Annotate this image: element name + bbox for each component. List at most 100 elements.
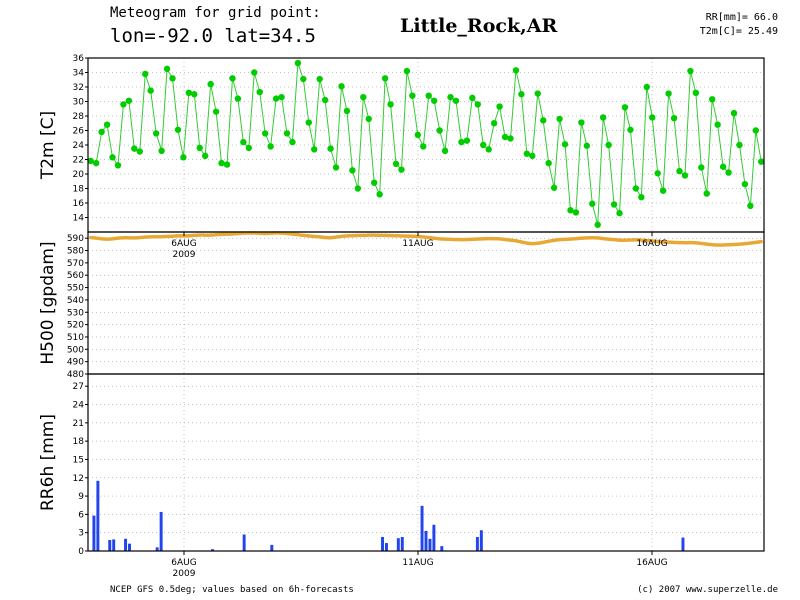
temperature-point	[420, 143, 427, 150]
precip-bar	[400, 536, 404, 551]
temperature-point	[425, 92, 432, 99]
x-year-label: 2009	[173, 569, 196, 579]
temperature-point	[561, 141, 569, 148]
temperature-point	[719, 163, 727, 170]
temperature-point	[616, 209, 623, 217]
y-tick-label: 6	[78, 510, 84, 520]
temperature-point	[272, 95, 280, 102]
temperature-point	[300, 75, 307, 83]
temperature-point	[654, 170, 661, 177]
temperature-point	[398, 166, 405, 173]
precip-bar	[242, 534, 246, 551]
temperature-point	[191, 91, 198, 98]
temperature-point	[392, 160, 400, 168]
temperature-point	[185, 89, 193, 97]
rr-summary: RR[mm]= 66.0	[705, 12, 778, 23]
temperature-point	[430, 97, 438, 104]
temperature-point	[381, 75, 389, 82]
temperature-point	[458, 138, 465, 146]
temperature-point	[103, 121, 111, 128]
temperature-point	[136, 148, 143, 155]
temperature-point	[327, 145, 334, 152]
precip-bar	[159, 511, 163, 551]
x-tick-label: 16AUG	[636, 558, 667, 568]
temperature-point	[305, 119, 312, 126]
data-source-note: NCEP GFS 0.5deg; values based on 6h-fore…	[110, 585, 354, 595]
temperature-point	[229, 75, 236, 82]
temperature-point	[436, 127, 443, 134]
y-tick-label: 21	[73, 419, 84, 429]
y-tick-label: 0	[78, 547, 84, 557]
temperature-line	[90, 62, 762, 225]
temperature-point	[725, 169, 732, 176]
temperature-point	[540, 117, 547, 124]
temperature-point	[632, 185, 640, 192]
precip-bar	[381, 536, 384, 551]
x-tick-label: 16AUG	[636, 239, 667, 249]
y-tick-label: 520	[67, 321, 84, 331]
y-tick-label: 24	[73, 141, 85, 151]
temperature-point	[316, 75, 323, 83]
temperature-point	[142, 70, 149, 78]
temperature-point	[627, 126, 634, 133]
precip-bar	[92, 515, 96, 551]
precip-bar	[396, 538, 400, 551]
temperature-point	[109, 154, 116, 161]
temperature-point	[414, 131, 422, 139]
t2m-summary: T2m[C]= 25.49	[699, 26, 778, 37]
temperature-point	[567, 207, 574, 214]
temperature-point	[490, 120, 498, 127]
x-tick-label: 11AUG	[402, 239, 433, 249]
y-tick-label: 560	[67, 271, 84, 281]
y-tick-label: 27	[73, 382, 84, 392]
precip-bar	[96, 480, 100, 551]
temperature-point	[572, 209, 580, 216]
temperature-point	[692, 89, 700, 97]
x-year-label: 2009	[173, 250, 196, 260]
temperature-point	[474, 101, 481, 108]
temperature-point	[583, 142, 591, 149]
temperature-point	[223, 161, 231, 168]
temperature-point	[365, 115, 372, 123]
y-tick-label: 530	[67, 308, 84, 318]
temperature-point	[643, 83, 650, 91]
y-tick-label: 12	[73, 474, 84, 484]
temperature-point	[125, 97, 133, 104]
temperature-point	[496, 103, 503, 110]
temperature-point	[556, 115, 563, 123]
precip-bar	[475, 536, 479, 551]
temperature-point	[234, 95, 242, 102]
y-tick-label: 24	[73, 401, 85, 411]
y-tick-label: 36	[73, 54, 85, 64]
temperature-point	[589, 200, 596, 207]
temperature-point	[736, 141, 743, 149]
temperature-point	[687, 67, 694, 75]
y-tick-label: 18	[73, 437, 85, 447]
temperature-point	[709, 96, 716, 103]
temperature-point	[747, 202, 754, 210]
temperature-point	[501, 133, 509, 141]
temperature-point	[120, 101, 127, 108]
temperature-point	[212, 108, 220, 115]
temperature-point	[523, 150, 531, 157]
precip-bar	[270, 544, 274, 551]
temperature-point	[251, 69, 258, 76]
temperature-point	[114, 162, 122, 169]
precip-bar	[424, 530, 428, 551]
temperature-point	[665, 90, 672, 97]
temperature-point	[752, 127, 760, 134]
y-tick-label: 15	[73, 455, 84, 465]
temperature-point	[741, 180, 749, 188]
y-tick-label: 9	[78, 492, 84, 502]
temperature-point	[169, 75, 176, 82]
station-name: Little_Rock,AR	[400, 15, 558, 37]
chart-title: Meteogram for grid point:	[110, 5, 321, 21]
y-tick-label: 550	[67, 284, 84, 294]
precip-bar	[432, 524, 436, 551]
temperature-point	[409, 92, 416, 99]
temperature-point	[681, 172, 689, 179]
temperature-point	[670, 114, 678, 122]
temperature-point	[349, 167, 356, 174]
temperature-point	[338, 83, 345, 90]
